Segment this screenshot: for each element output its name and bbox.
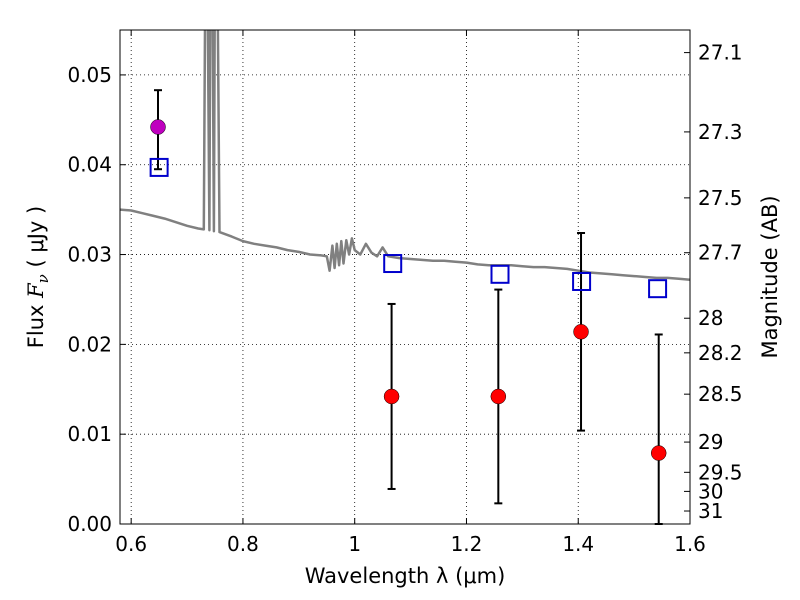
y-tick-label: 0.02 <box>67 332 112 356</box>
y-axis-label: Flux Fν ( μJy ) <box>24 206 52 348</box>
y-axis-label-post: ( μJy ) <box>24 206 48 274</box>
y-tick-label: 0.04 <box>67 153 112 177</box>
model-square-marker <box>648 279 668 299</box>
mag-tick-label: 29 <box>698 430 723 454</box>
data-point <box>490 388 507 405</box>
grid-lines <box>120 30 690 524</box>
data-point <box>650 445 667 461</box>
mag-tick-label: 27.1 <box>698 41 743 65</box>
markers-layer <box>149 119 668 461</box>
detection-point <box>150 119 166 135</box>
x-tick-label: 0.8 <box>227 532 259 556</box>
y-axis-label-var: F <box>24 282 48 299</box>
model-square-marker <box>490 264 510 284</box>
x-tick-label: 1 <box>348 532 361 556</box>
mag-tick-label: 28 <box>698 306 723 330</box>
ticks-layer: 0.6 0.8 1 1.2 1.4 1.6 0.00 0.01 0.02 0.03 0.04 0.05… <box>67 30 743 556</box>
y-tick-label: 0.00 <box>67 512 112 536</box>
sed-model-layer <box>120 30 690 281</box>
y-tick-label: 0.03 <box>67 243 112 267</box>
mag-tick-label: 31 <box>698 499 723 523</box>
mag-tick-label: 28.2 <box>698 341 743 365</box>
mag-tick-label: 28.5 <box>698 382 743 406</box>
x-tick-label: 1.4 <box>562 532 594 556</box>
y-axis-label-sub: ν <box>34 274 52 283</box>
mag-tick-label: 27.5 <box>698 186 743 210</box>
data-point <box>573 324 589 340</box>
model-square-marker <box>572 271 592 291</box>
y-axis-label-pre: Flux <box>24 298 48 348</box>
x-tick-label: 1.6 <box>674 532 706 556</box>
y-tick-label: 0.05 <box>67 63 112 87</box>
data-point <box>383 388 400 405</box>
model-square-marker <box>149 157 169 177</box>
mag-tick-label: 27.7 <box>698 241 743 265</box>
model-square-marker <box>383 254 403 274</box>
mag-tick-label: 27.3 <box>698 120 743 144</box>
y2-axis-label: Magnitude (AB) <box>758 195 782 358</box>
y-tick-label: 0.01 <box>67 422 112 446</box>
plot-frame <box>119 29 691 525</box>
x-tick-label: 0.6 <box>115 532 147 556</box>
mag-tick-label: 30 <box>698 479 723 503</box>
sed-model-curve <box>120 30 690 281</box>
x-tick-label: 1.2 <box>451 532 483 556</box>
mag-tick-label: 29.5 <box>698 460 743 484</box>
x-axis-label: Wavelength λ (μm) <box>305 564 506 588</box>
